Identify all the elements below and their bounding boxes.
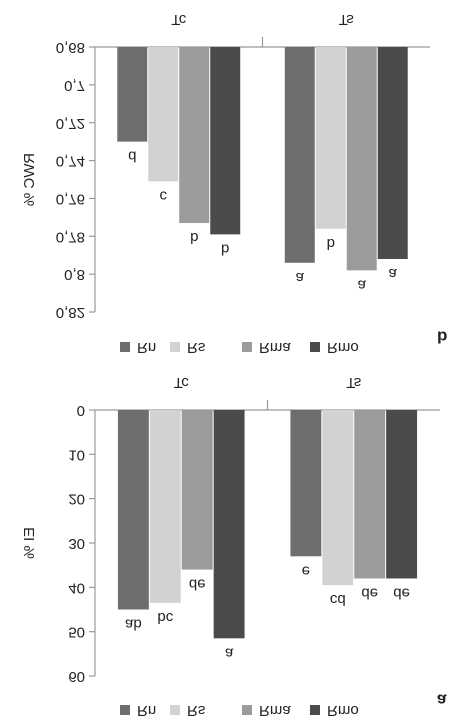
legend-label: Rmo [327, 339, 359, 356]
legend-label: Rmo [327, 702, 359, 719]
bar [210, 47, 241, 235]
bar [377, 47, 408, 259]
significance-label: de [189, 576, 206, 593]
x-tick-label: Ts [339, 11, 354, 28]
legend-swatch [310, 342, 320, 352]
bar [149, 410, 181, 603]
bar [354, 410, 386, 579]
significance-label: bc [157, 609, 173, 626]
significance-label: a [296, 269, 305, 286]
bar [284, 47, 315, 263]
y-tick-label: 0,8 [64, 266, 85, 283]
significance-label: e [302, 562, 310, 579]
bar [181, 410, 213, 570]
y-tick-label: 60 [68, 668, 85, 685]
y-tick-label: 0,68 [56, 39, 85, 56]
y-tick-label: 30 [68, 535, 85, 552]
legend-swatch [120, 342, 130, 352]
y-tick-label: 20 [68, 491, 85, 508]
bar [346, 47, 377, 271]
y-tick-label: 0,76 [56, 190, 85, 207]
significance-label: b [221, 240, 229, 257]
legend-swatch [170, 342, 180, 352]
significance-label: cd [330, 591, 346, 608]
bar [386, 410, 418, 579]
y-axis-title: RWC % [21, 153, 38, 206]
x-tick-label: Tc [174, 374, 190, 391]
bar [117, 410, 149, 610]
y-tick-label: 40 [68, 579, 85, 596]
legend-label: Rn [137, 339, 156, 356]
legend-label: Rn [137, 702, 156, 719]
legend-label: Rs [187, 339, 205, 356]
panel-label: b [437, 328, 447, 347]
y-tick-label: 0,72 [56, 115, 85, 132]
significance-label: a [225, 644, 234, 661]
legend-label: Rma [259, 702, 291, 719]
y-tick-label: 10 [68, 446, 85, 463]
significance-label: b [190, 229, 198, 246]
y-tick-label: 0,74 [56, 153, 85, 170]
y-tick-label: 0,82 [56, 304, 85, 321]
significance-label: c [160, 187, 168, 204]
bar [179, 47, 210, 224]
panel-label: a [437, 691, 447, 710]
legend-label: Rs [187, 702, 205, 719]
bar [315, 47, 346, 229]
significance-label: a [389, 265, 398, 282]
significance-label: ab [125, 616, 142, 633]
significance-label: de [361, 584, 378, 601]
legend-swatch [310, 705, 320, 715]
significance-label: de [393, 584, 410, 601]
y-tick-label: 0,7 [64, 77, 85, 94]
legend-swatch [242, 705, 252, 715]
y-axis-title: EI % [21, 527, 38, 559]
bar [213, 410, 245, 639]
bar [117, 47, 148, 142]
x-tick-label: Ts [346, 374, 361, 391]
bar [322, 410, 354, 586]
legend-label: Rma [259, 339, 291, 356]
bar [148, 47, 179, 182]
x-tick-label: Tc [171, 11, 187, 28]
significance-label: b [327, 235, 335, 252]
legend-swatch [242, 342, 252, 352]
significance-label: d [128, 148, 136, 165]
significance-label: a [358, 276, 367, 293]
legend-swatch [170, 705, 180, 715]
y-tick-label: 0,78 [56, 228, 85, 245]
y-tick-label: 0 [77, 402, 85, 419]
bar [290, 410, 322, 557]
y-tick-label: 50 [68, 624, 85, 641]
legend-swatch [120, 705, 130, 715]
